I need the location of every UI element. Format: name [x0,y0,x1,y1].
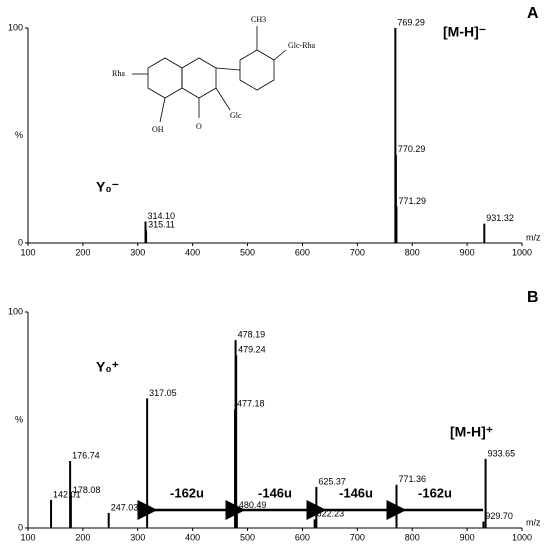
x-tick-label: 1000 [512,532,532,542]
peak-label: 315.11 [148,219,175,229]
structure-label: O [196,122,202,131]
x-axis-label: m/z [526,232,541,242]
x-tick-label: 200 [75,247,90,257]
peak-label: 769.29 [397,17,425,27]
x-axis-label: m/z [526,517,541,527]
peak-label: 929.70 [485,511,513,521]
annotation: [M-H]⁺ [450,424,493,440]
x-tick-label: 200 [75,532,90,542]
structure-label: OH [152,125,164,134]
x-tick-label: 800 [405,247,420,257]
peak-label: 480.49 [239,500,267,510]
peak-label: 178.08 [73,485,101,495]
y-axis-label: % [15,414,23,424]
y-tick-label: 100 [8,306,23,316]
x-tick-label: 100 [20,532,35,542]
x-tick-label: 500 [240,247,255,257]
peak-label: 478.19 [238,329,266,339]
peak-label: 247.03 [111,502,139,512]
structure-label: Glc-Rha [288,41,316,50]
y-tick-label: 0 [18,237,23,247]
peak-label: 771.29 [398,196,426,206]
x-tick-label: 600 [295,532,310,542]
loss-label: -162u [418,485,452,500]
peak-label: 770.29 [398,144,426,154]
y-tick-label: 0 [18,522,23,532]
loss-label: -146u [258,485,292,500]
x-tick-label: 400 [185,532,200,542]
panel-label: A [527,5,539,22]
structure-label: Glc [230,111,242,120]
annotation: Y₀⁺ [96,359,119,375]
structure-label: Rha [112,69,125,78]
x-tick-label: 1000 [512,247,532,257]
structure-label: CH3 [251,15,266,24]
peak-label: 931.32 [486,213,514,223]
structure [132,26,287,123]
y-axis-label: % [15,130,23,140]
peak-label: 142.01 [53,489,81,499]
peak-label: 625.37 [318,476,346,486]
panel-label: B [527,289,539,306]
peak-label: 933.65 [488,448,516,458]
peak-label: 176.74 [72,450,100,460]
y-tick-label: 100 [8,22,23,32]
x-tick-label: 900 [460,247,475,257]
loss-label: -146u [339,485,373,500]
peak-label: 477.18 [237,399,265,409]
x-tick-label: 300 [130,247,145,257]
x-tick-label: 700 [350,247,365,257]
peak-label: 317.05 [149,388,177,398]
peak-label: 479.24 [238,345,266,355]
x-tick-label: 700 [350,532,365,542]
peak-label: 771.36 [399,474,427,484]
x-tick-label: 300 [130,532,145,542]
x-tick-label: 900 [460,532,475,542]
annotation: Y₀⁻ [96,179,119,195]
peak-label: 622.23 [317,509,345,519]
x-tick-label: 100 [20,247,35,257]
annotation: [M-H]⁻ [443,24,486,40]
x-tick-label: 800 [405,532,420,542]
loss-label: -162u [170,485,204,500]
peak-label: 314.10 [148,211,176,221]
x-tick-label: 500 [240,532,255,542]
x-tick-label: 400 [185,247,200,257]
x-tick-label: 600 [295,247,310,257]
